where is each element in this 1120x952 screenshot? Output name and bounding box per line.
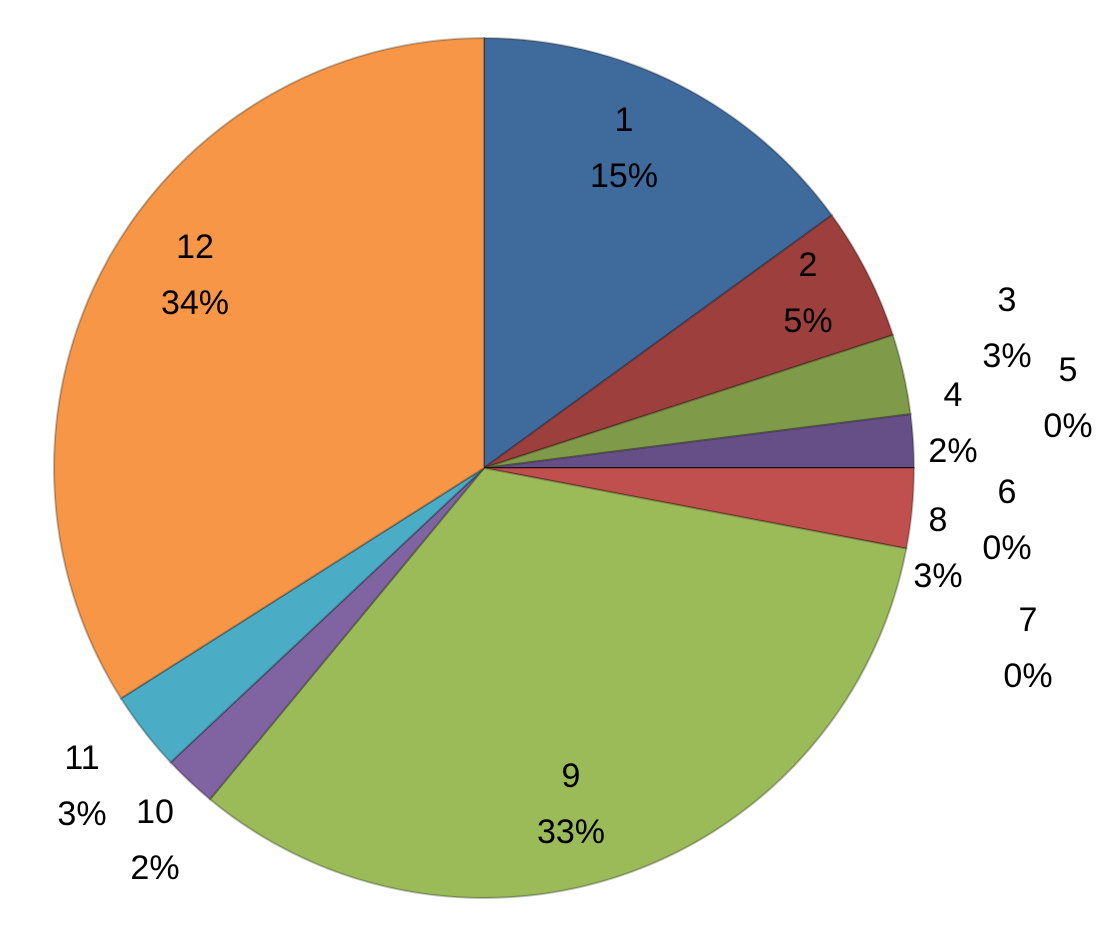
pie-slice xyxy=(483,412,916,469)
pie-slice xyxy=(53,36,485,700)
slice-name: 11 xyxy=(64,739,99,777)
slice-percent: 34% xyxy=(161,284,229,322)
slice-percent: 3% xyxy=(982,337,1031,375)
slice-name: 6 xyxy=(998,473,1017,511)
slice-name: 2 xyxy=(799,246,818,284)
pie-slice xyxy=(483,36,834,470)
pie-slice xyxy=(483,333,912,469)
slice-percent: 33% xyxy=(537,813,605,851)
pie-slice xyxy=(483,213,895,469)
slice-percent: 2% xyxy=(928,432,977,470)
slice-percent: 3% xyxy=(57,795,106,833)
slice-percent: 3% xyxy=(913,557,962,595)
slice-percent: 15% xyxy=(590,157,658,195)
slice-percent: 5% xyxy=(783,302,832,340)
pie-slice xyxy=(119,467,485,764)
pie-slice xyxy=(208,466,908,899)
slice-name: 12 xyxy=(176,228,214,266)
slice-name: 9 xyxy=(562,757,581,795)
slice-name: 10 xyxy=(136,793,174,831)
pie-slice xyxy=(483,467,916,550)
slice-percent: 0% xyxy=(982,529,1031,567)
slice-name: 3 xyxy=(998,281,1017,319)
slice-percent: 0% xyxy=(1043,407,1092,445)
slice-name: 8 xyxy=(929,501,948,539)
slice-percent: 0% xyxy=(1003,657,1052,695)
pie-slice xyxy=(169,467,485,801)
slice-percent: 2% xyxy=(130,849,179,887)
slice-name: 5 xyxy=(1059,351,1078,389)
slice-name: 4 xyxy=(944,376,963,414)
slice-name: 1 xyxy=(615,101,634,139)
slice-name: 7 xyxy=(1019,601,1038,639)
